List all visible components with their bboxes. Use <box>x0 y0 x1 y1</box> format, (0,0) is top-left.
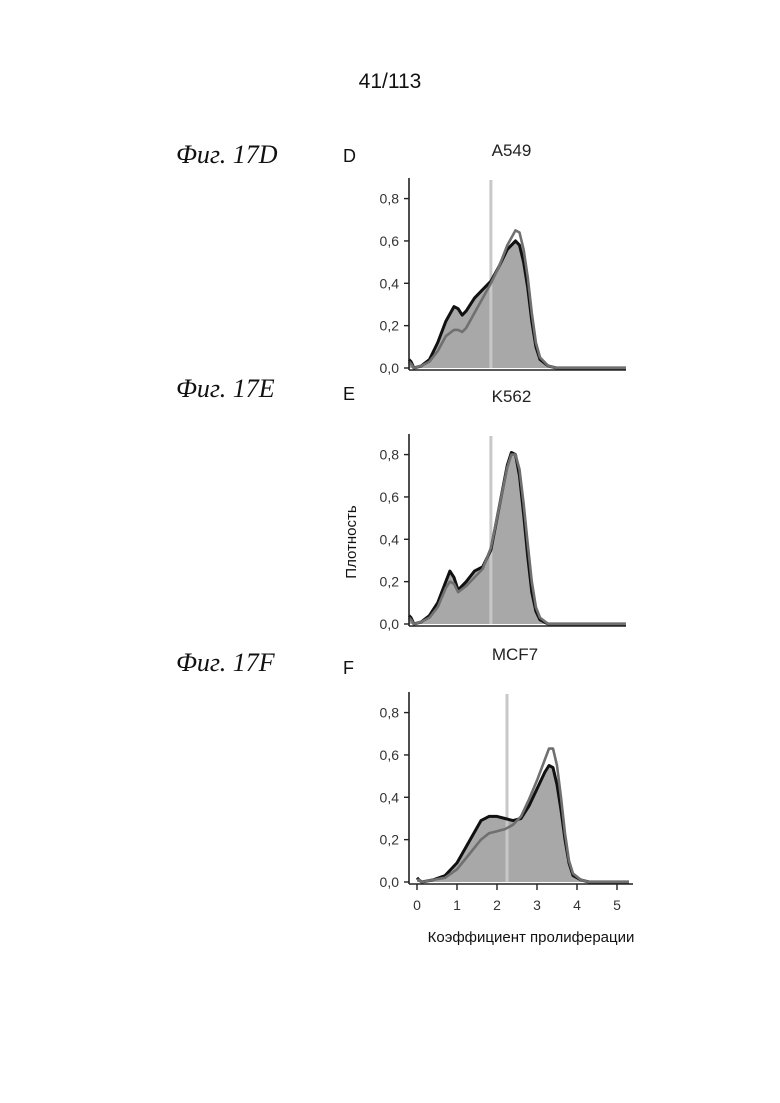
y-tick-label: 0,0 <box>380 360 400 376</box>
x-axis-label: Коэффициент пролиферации <box>428 929 635 946</box>
y-tick-label: 0,2 <box>380 318 400 334</box>
figure-label-17f: Фиг. 17F <box>176 648 275 677</box>
density-line-grey <box>408 453 626 626</box>
y-tick-label: 0,6 <box>380 233 400 249</box>
y-axis-label: Плотность <box>343 505 360 579</box>
density-area <box>417 765 629 882</box>
panel-letter: D <box>343 146 356 166</box>
density-line-grey <box>417 747 629 884</box>
y-tick-label: 0,0 <box>380 616 400 632</box>
density-area <box>409 240 626 368</box>
density-area <box>409 452 626 624</box>
chart-title: MCF7 <box>492 645 538 664</box>
panel-letter: F <box>343 658 354 678</box>
chart-title: K562 <box>492 387 532 406</box>
y-tick-label: 0,6 <box>380 489 400 505</box>
x-tick-label: 0 <box>413 897 421 913</box>
y-tick-label: 0,4 <box>380 789 400 805</box>
x-tick-label: 3 <box>533 897 541 913</box>
y-tick-label: 0,8 <box>380 705 400 721</box>
y-tick-label: 0,8 <box>380 191 400 207</box>
x-tick-label: 5 <box>613 897 621 913</box>
y-tick-label: 0,0 <box>380 874 400 890</box>
figure-label-17e: Фиг. 17E <box>176 374 275 403</box>
y-tick-label: 0,2 <box>380 832 400 848</box>
panel-d: D A549 0,0 0,2 0,4 0,6 0,8 <box>343 141 626 376</box>
figure-label-17d: Фиг. 17D <box>176 140 278 169</box>
panel-f: F MCF7 0,0 0,2 0,4 0,6 0,8 0 1 2 3 4 5 Коэффициент пр… <box>343 645 634 946</box>
panel-e: E K562 0,0 0,2 0,4 0,6 0,8 Плотность <box>343 384 626 632</box>
panel-letter: E <box>343 384 355 404</box>
page-number: 41/113 <box>358 70 422 93</box>
y-tick-label: 0,6 <box>380 747 400 763</box>
density-line-grey <box>408 229 626 370</box>
x-tick-label: 4 <box>573 897 581 913</box>
y-tick-label: 0,4 <box>380 531 400 547</box>
y-tick-label: 0,2 <box>380 574 400 590</box>
x-tick-label: 2 <box>493 897 501 913</box>
y-tick-label: 0,8 <box>380 447 400 463</box>
y-tick-label: 0,4 <box>380 275 400 291</box>
chart-title: A549 <box>492 141 532 160</box>
x-tick-label: 1 <box>453 897 461 913</box>
